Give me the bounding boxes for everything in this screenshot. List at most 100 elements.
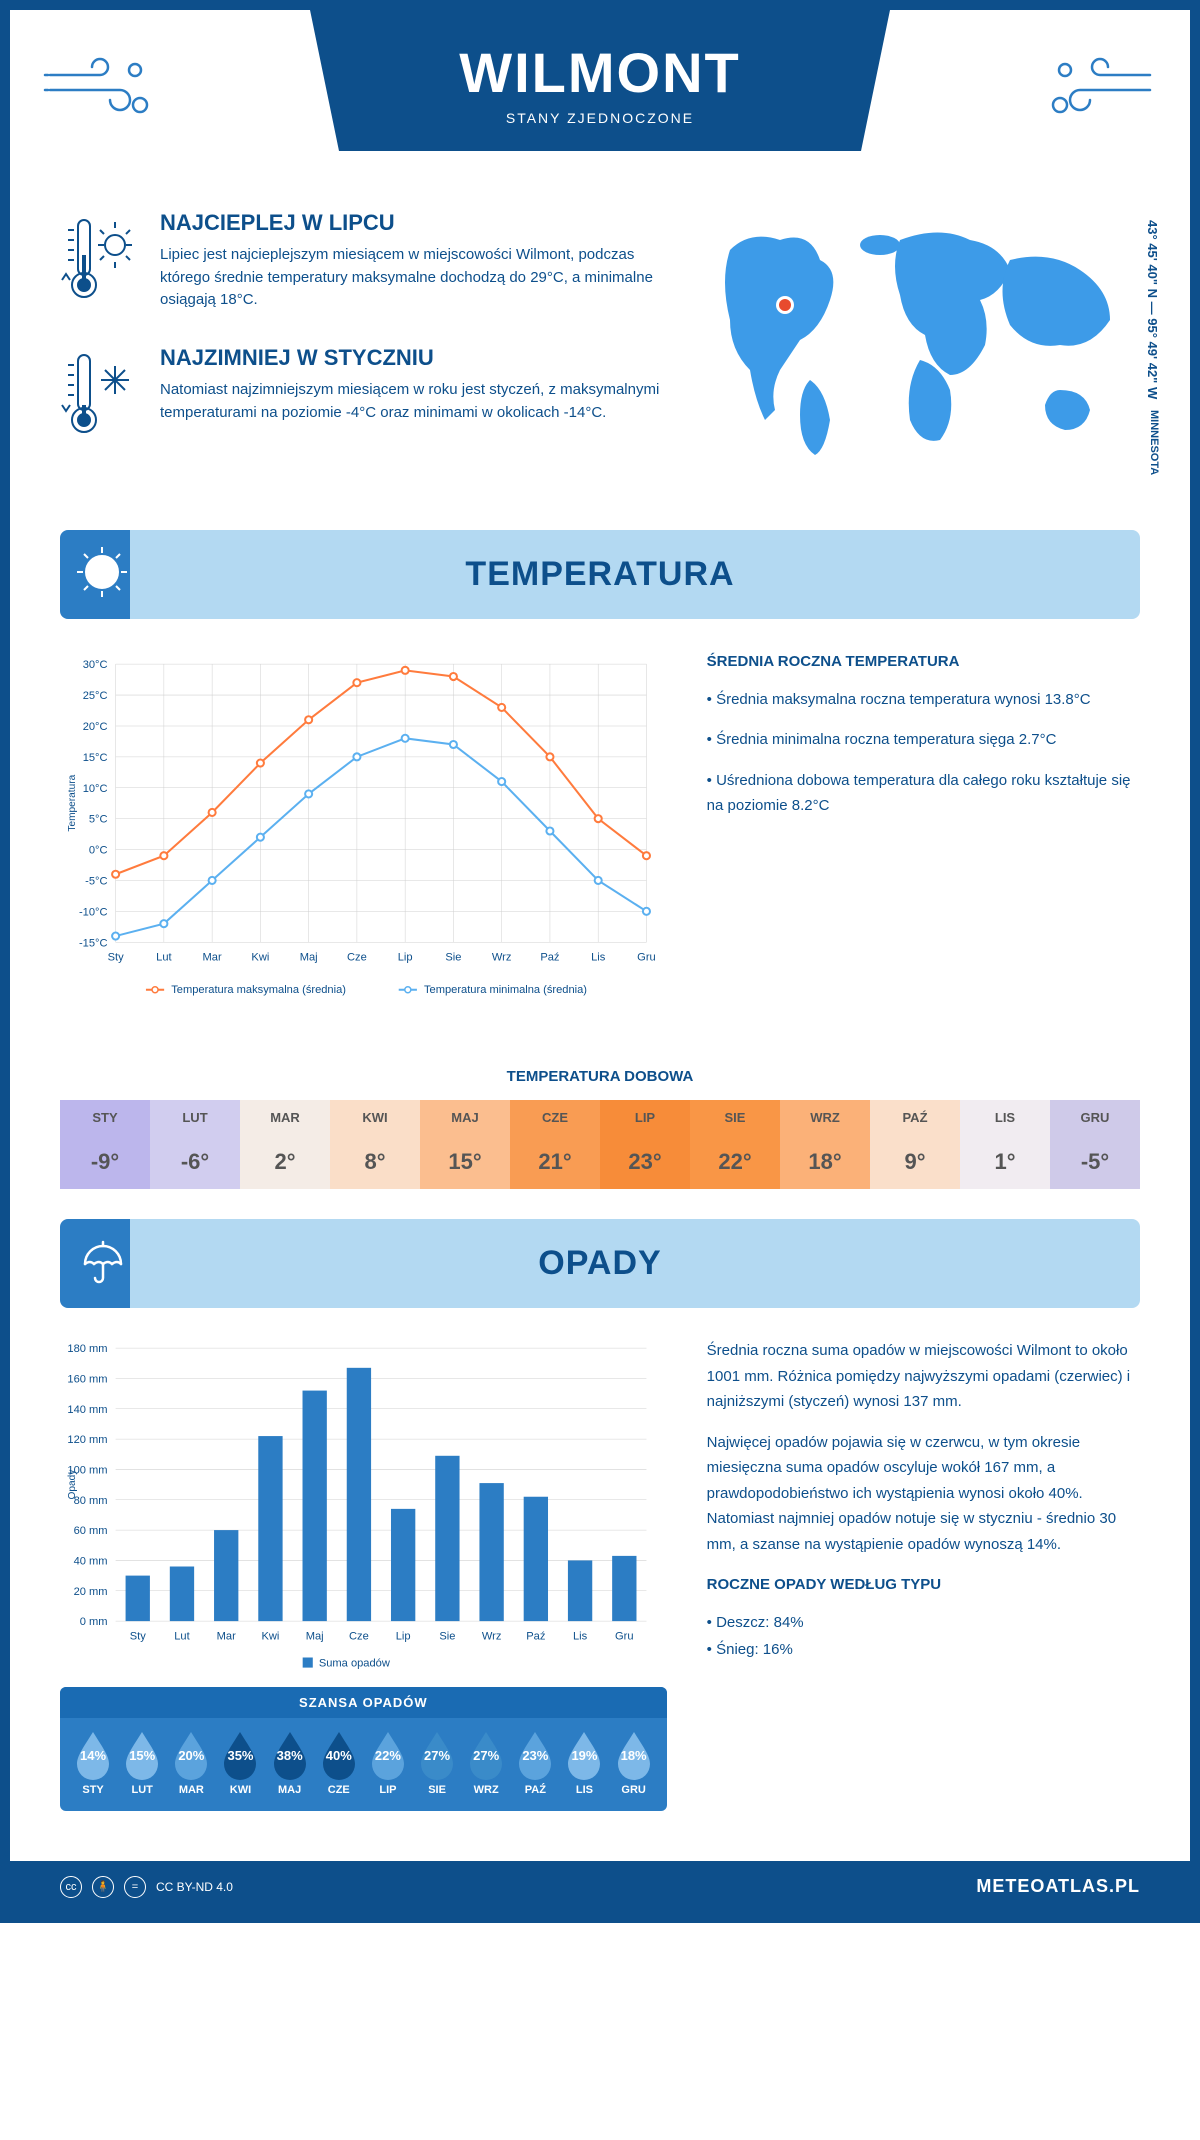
- svg-text:80 mm: 80 mm: [74, 1495, 108, 1507]
- svg-text:Opady: Opady: [67, 1469, 78, 1500]
- svg-text:160 mm: 160 mm: [67, 1373, 107, 1385]
- license-block: cc 🧍 = CC BY-ND 4.0: [60, 1876, 233, 1898]
- temp-cell: CZE21°: [510, 1100, 600, 1189]
- svg-text:25°C: 25°C: [83, 690, 108, 702]
- rain-chance-item: 27%SIE: [414, 1728, 460, 1796]
- avg-temp-b1: • Średnia maksymalna roczna temperatura …: [707, 687, 1140, 713]
- header: WILMONT STANY ZJEDNOCZONE: [10, 10, 1190, 190]
- rain-chance-item: 40%CZE: [316, 1728, 362, 1796]
- svg-text:Lip: Lip: [396, 1630, 411, 1642]
- svg-text:Maj: Maj: [306, 1630, 324, 1642]
- opady-p1: Średnia roczna suma opadów w miejscowośc…: [707, 1338, 1140, 1415]
- svg-text:20 mm: 20 mm: [74, 1586, 108, 1598]
- svg-text:5°C: 5°C: [89, 814, 108, 826]
- svg-text:15°C: 15°C: [83, 752, 108, 764]
- svg-text:20°C: 20°C: [83, 721, 108, 733]
- cold-month-block: NAJZIMNIEJ W STYCZNIU Natomiast najzimni…: [60, 345, 660, 450]
- world-map: 43° 45' 40" N — 95° 49' 42" W MINNESOTA: [700, 210, 1140, 480]
- opady-title: OPADY: [60, 1244, 1140, 1283]
- avg-temp-b2: • Średnia minimalna roczna temperatura s…: [707, 727, 1140, 753]
- wind-icon-right: [1040, 50, 1160, 135]
- opady-typ-title: ROCZNE OPADY WEDŁUG TYPU: [707, 1572, 1140, 1598]
- umbrella-icon: [75, 1234, 130, 1294]
- svg-text:Kwi: Kwi: [261, 1630, 279, 1642]
- svg-text:-10°C: -10°C: [79, 906, 108, 918]
- rain-chance-item: 27%WRZ: [463, 1728, 509, 1796]
- rain-chance-item: 22%LIP: [365, 1728, 411, 1796]
- svg-text:Lut: Lut: [156, 951, 171, 963]
- svg-text:Maj: Maj: [300, 951, 318, 963]
- svg-text:-15°C: -15°C: [79, 937, 108, 949]
- svg-text:Lis: Lis: [573, 1630, 588, 1642]
- hot-text: Lipiec jest najcieplejszym miesiącem w m…: [160, 244, 660, 312]
- svg-text:Sie: Sie: [445, 951, 461, 963]
- temp-cell: LIP23°: [600, 1100, 690, 1189]
- state-label: MINNESOTA: [1148, 410, 1160, 475]
- rain-chance-item: 35%KWI: [217, 1728, 263, 1796]
- svg-text:Cze: Cze: [347, 951, 367, 963]
- hot-month-block: NAJCIEPLEJ W LIPCU Lipiec jest najcieple…: [60, 210, 660, 315]
- rain-chance-item: 18%GRU: [611, 1728, 657, 1796]
- svg-text:Lut: Lut: [174, 1630, 189, 1642]
- nd-icon: =: [124, 1876, 146, 1898]
- title-banner: WILMONT STANY ZJEDNOCZONE: [310, 10, 890, 151]
- page-title: WILMONT: [310, 40, 890, 105]
- svg-text:Sie: Sie: [439, 1630, 455, 1642]
- svg-text:Mar: Mar: [217, 1630, 236, 1642]
- rain-chance-box: SZANSA OPADÓW 14%STY15%LUT20%MAR35%KWI38…: [60, 1687, 667, 1811]
- temp-cell: PAŹ9°: [870, 1100, 960, 1189]
- svg-text:120 mm: 120 mm: [67, 1434, 107, 1446]
- temperature-stats: ŚREDNIA ROCZNA TEMPERATURA • Średnia mak…: [707, 649, 1140, 1018]
- cold-title: NAJZIMNIEJ W STYCZNIU: [160, 345, 660, 371]
- svg-text:Wrz: Wrz: [492, 951, 512, 963]
- svg-text:Wrz: Wrz: [482, 1630, 502, 1642]
- svg-text:Lis: Lis: [591, 951, 606, 963]
- svg-text:140 mm: 140 mm: [67, 1404, 107, 1416]
- section-header-temperatura: TEMPERATURA: [60, 530, 1140, 619]
- opady-typ1: • Deszcz: 84%: [707, 1610, 1140, 1636]
- wind-icon-left: [40, 50, 160, 135]
- temp-cell: WRZ18°: [780, 1100, 870, 1189]
- page-subtitle: STANY ZJEDNOCZONE: [310, 110, 890, 126]
- avg-temp-b3: • Uśredniona dobowa temperatura dla całe…: [707, 768, 1140, 819]
- temperature-chart-row: -15°C -10°C -5°C 0°C 5°C 10°C 15°C 20°C 25°C 30°C…: [10, 649, 1190, 1048]
- svg-text:Mar: Mar: [203, 951, 222, 963]
- svg-text:Lip: Lip: [398, 951, 413, 963]
- temp-cell: MAJ15°: [420, 1100, 510, 1189]
- temperatura-title: TEMPERATURA: [60, 555, 1140, 594]
- temp-cell: SIE22°: [690, 1100, 780, 1189]
- svg-text:-5°C: -5°C: [85, 875, 107, 887]
- svg-text:Temperatura maksymalna (średni: Temperatura maksymalna (średnia): [171, 984, 346, 996]
- temp-cell: LUT-6°: [150, 1100, 240, 1189]
- hot-title: NAJCIEPLEJ W LIPCU: [160, 210, 660, 236]
- svg-text:0°C: 0°C: [89, 845, 108, 857]
- rain-chance-item: 20%MAR: [168, 1728, 214, 1796]
- svg-text:Gru: Gru: [637, 951, 656, 963]
- svg-text:Suma opadów: Suma opadów: [319, 1658, 391, 1670]
- thermometer-hot-icon: [60, 210, 140, 315]
- section-header-opady: OPADY: [60, 1219, 1140, 1308]
- svg-text:Sty: Sty: [130, 1630, 146, 1642]
- svg-text:0 mm: 0 mm: [80, 1616, 108, 1628]
- svg-text:Sty: Sty: [108, 951, 124, 963]
- rain-chance-item: 15%LUT: [119, 1728, 165, 1796]
- svg-text:Temperatura minimalna (średnia: Temperatura minimalna (średnia): [424, 984, 587, 996]
- temp-cell: STY-9°: [60, 1100, 150, 1189]
- svg-text:10°C: 10°C: [83, 783, 108, 795]
- rain-chance-title: SZANSA OPADÓW: [60, 1687, 667, 1718]
- thermometer-cold-icon: [60, 345, 140, 450]
- svg-text:30°C: 30°C: [83, 659, 108, 671]
- svg-text:180 mm: 180 mm: [67, 1343, 107, 1355]
- precipitation-stats: Średnia roczna suma opadów w miejscowośc…: [707, 1338, 1140, 1831]
- temperature-line-chart: -15°C -10°C -5°C 0°C 5°C 10°C 15°C 20°C 25°C 30°C…: [60, 649, 667, 1018]
- svg-text:Paź: Paź: [540, 951, 559, 963]
- temp-cell: LIS1°: [960, 1100, 1050, 1189]
- temp-cell: GRU-5°: [1050, 1100, 1140, 1189]
- avg-temp-title: ŚREDNIA ROCZNA TEMPERATURA: [707, 649, 1140, 675]
- svg-text:60 mm: 60 mm: [74, 1525, 108, 1537]
- intro-text-column: NAJCIEPLEJ W LIPCU Lipiec jest najcieple…: [60, 210, 660, 480]
- site-name: METEOATLAS.PL: [976, 1876, 1140, 1897]
- footer: cc 🧍 = CC BY-ND 4.0 METEOATLAS.PL: [10, 1861, 1190, 1913]
- svg-text:Kwi: Kwi: [251, 951, 269, 963]
- opady-typ2: • Śnieg: 16%: [707, 1637, 1140, 1663]
